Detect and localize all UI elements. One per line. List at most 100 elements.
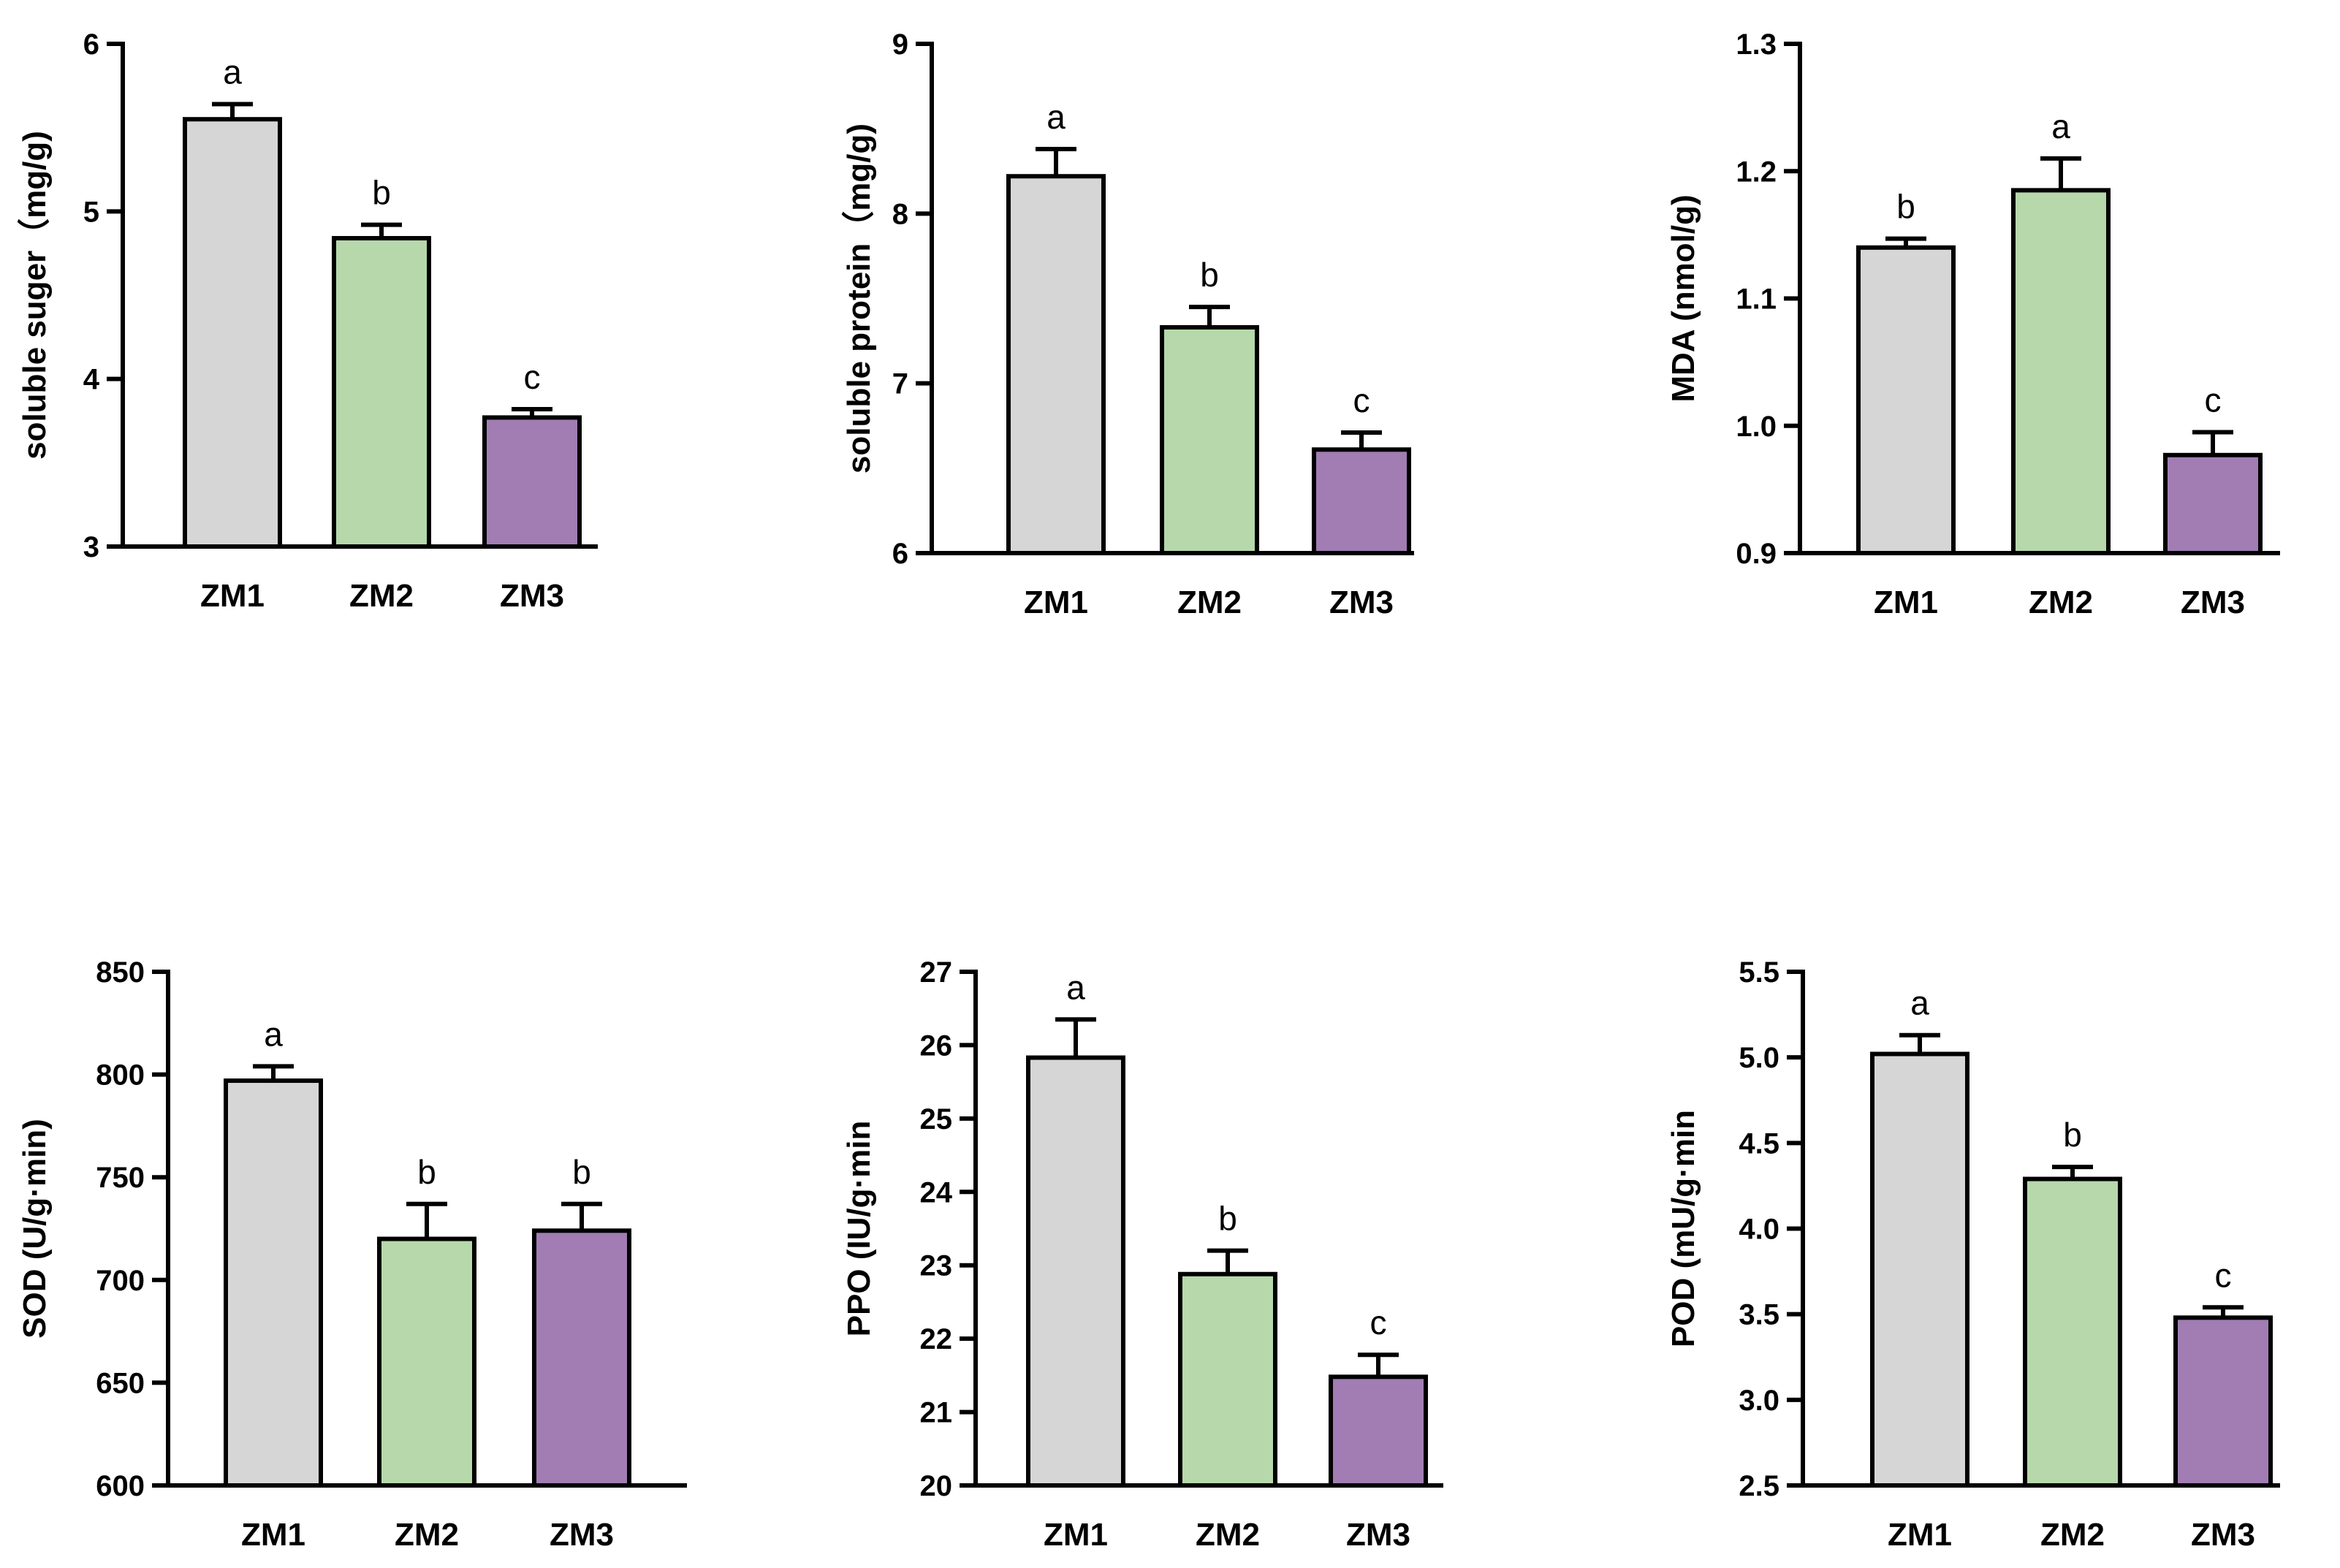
bar-zm1: [1870, 1051, 1969, 1488]
y-tick-label: 700: [96, 1265, 145, 1297]
x-tick-label-zm2: ZM2: [2040, 1517, 2105, 1553]
y-tick-label: 4.0: [1739, 1214, 1779, 1246]
y-axis-title: POD (mU/g·min: [1665, 1110, 1701, 1347]
y-tick-label: 5: [83, 196, 99, 228]
bar-zm3: [482, 415, 582, 549]
significance-label-zm1: a: [1910, 984, 1929, 1022]
significance-label-zm2: a: [2051, 107, 2070, 145]
chart-sod: a ZM1 b ZM2 b ZM3 600 650 700 750 800 850 SOD (U/g·m…: [17, 956, 687, 1553]
x-tick-label-zm2: ZM2: [1196, 1517, 1260, 1553]
x-tick-label-zm3: ZM3: [500, 578, 564, 614]
x-tick-label-zm3: ZM3: [1346, 1517, 1410, 1553]
y-tick-label: 7: [892, 368, 908, 400]
significance-label-zm2: b: [2063, 1116, 2082, 1154]
significance-label-zm3: c: [2215, 1256, 2232, 1294]
chart-ppo: a ZM1 b ZM2 c ZM3 20 21 22 23 24 25 26 27 PPO (IU/g·mi…: [841, 956, 1443, 1553]
bar-zm3: [1312, 447, 1411, 555]
y-tick-label: 5.5: [1739, 956, 1779, 989]
bar-zm2: [2011, 188, 2111, 555]
y-tick-label: 800: [96, 1059, 145, 1092]
chart-pod: a ZM1 b ZM2 c ZM3 2.5 3.0 3.5 4.0 4.5 5.0 5.5 POD (mU…: [1665, 956, 2280, 1553]
bar-zm1: [224, 1078, 323, 1488]
x-tick-label-zm2: ZM2: [1177, 585, 1242, 620]
y-tick-label: 1.2: [1736, 156, 1777, 188]
x-tick-label-zm1: ZM1: [241, 1517, 305, 1553]
x-tick-label-zm2: ZM2: [2029, 585, 2093, 620]
chart-mda: b ZM1 a ZM2 c ZM3 0.9 1.0 1.1 1.2 1.3 MDA (nmol/g): [1665, 28, 2280, 620]
y-tick-label: 26: [920, 1030, 953, 1062]
bar-zm3: [532, 1228, 631, 1488]
y-axis-title: soluble suger（mg/g): [17, 131, 53, 460]
y-tick-label: 850: [96, 956, 145, 989]
y-tick-label: 0.9: [1736, 538, 1777, 570]
y-tick-label: 3.5: [1739, 1299, 1779, 1331]
y-tick-label: 650: [96, 1367, 145, 1399]
y-tick-label: 20: [920, 1470, 953, 1502]
significance-label-zm1: b: [1896, 188, 1915, 226]
y-tick-label: 1.3: [1736, 28, 1777, 61]
x-tick-label-zm2: ZM2: [349, 578, 414, 614]
bar-zm1: [183, 117, 282, 549]
significance-label-zm2: b: [372, 174, 391, 212]
significance-label-zm1: a: [1066, 968, 1085, 1006]
y-axis-title: PPO (IU/g·min: [841, 1121, 877, 1337]
significance-label-zm3: c: [2205, 381, 2222, 419]
bar-zm2: [332, 236, 431, 549]
y-tick-label: 22: [920, 1323, 953, 1355]
y-tick-label: 2.5: [1739, 1470, 1779, 1502]
x-tick-label-zm2: ZM2: [395, 1517, 459, 1553]
y-tick-label: 600: [96, 1470, 145, 1502]
significance-label-zm1: a: [264, 1015, 283, 1053]
significance-label-zm1: a: [1046, 98, 1065, 136]
bar-zm2: [2023, 1176, 2122, 1488]
y-tick-label: 6: [892, 538, 908, 570]
bar-zm2: [1178, 1271, 1277, 1488]
y-axis-title: MDA (nmol/g): [1665, 194, 1701, 402]
chart-soluble-sugar: a ZM1 b ZM2 c ZM3 3 4 5 6 soluble suger（mg/g): [17, 28, 598, 614]
y-axis-title: SOD (U/g·min): [17, 1119, 53, 1339]
significance-label-zm3: b: [572, 1153, 591, 1191]
y-tick-label: 23: [920, 1250, 953, 1282]
y-axis-title: soluble protein（mg/g): [841, 123, 877, 473]
x-tick-label-zm3: ZM3: [2181, 585, 2245, 620]
x-tick-label-zm1: ZM1: [1024, 585, 1088, 620]
y-tick-label: 4.5: [1739, 1127, 1779, 1160]
significance-label-zm3: c: [1370, 1304, 1387, 1341]
significance-label-zm2: b: [1200, 256, 1219, 294]
x-tick-label-zm3: ZM3: [1329, 585, 1394, 620]
bar-zm3: [1329, 1374, 1428, 1488]
y-tick-label: 6: [83, 28, 99, 61]
y-tick-label: 9: [892, 28, 908, 61]
y-tick-label: 4: [83, 364, 100, 396]
x-tick-label-zm1: ZM1: [200, 578, 265, 614]
significance-label-zm1: a: [223, 53, 242, 91]
y-tick-label: 5.0: [1739, 1042, 1779, 1074]
chart-soluble-protein: a ZM1 b ZM2 c ZM3 6 7 8 9 soluble protein（mg/g): [841, 28, 1414, 620]
bar-zm3: [2163, 452, 2263, 556]
bar-zm1: [1856, 245, 1956, 555]
bar-zm3: [2173, 1315, 2273, 1488]
significance-label-zm2: b: [1218, 1200, 1237, 1238]
x-tick-label-zm1: ZM1: [1044, 1517, 1108, 1553]
y-tick-label: 3.0: [1739, 1385, 1779, 1417]
bar-zm1: [1026, 1055, 1125, 1488]
x-tick-label-zm1: ZM1: [1888, 1517, 1952, 1553]
significance-label-zm3: c: [1353, 381, 1370, 419]
significance-label-zm2: b: [417, 1153, 436, 1191]
y-tick-label: 750: [96, 1162, 145, 1194]
y-tick-label: 24: [920, 1176, 953, 1209]
y-tick-label: 1.0: [1736, 411, 1777, 443]
x-tick-label-zm3: ZM3: [2191, 1517, 2255, 1553]
y-tick-label: 25: [920, 1103, 953, 1135]
y-tick-label: 1.1: [1736, 283, 1777, 316]
significance-label-zm3: c: [524, 358, 541, 396]
y-tick-label: 8: [892, 198, 908, 230]
x-tick-label-zm1: ZM1: [1874, 585, 1938, 620]
y-tick-label: 27: [920, 956, 953, 989]
y-tick-label: 3: [83, 531, 99, 563]
x-tick-label-zm3: ZM3: [550, 1517, 614, 1553]
bar-zm2: [1160, 324, 1259, 555]
y-tick-label: 21: [920, 1397, 953, 1429]
bar-zm1: [1006, 174, 1106, 556]
